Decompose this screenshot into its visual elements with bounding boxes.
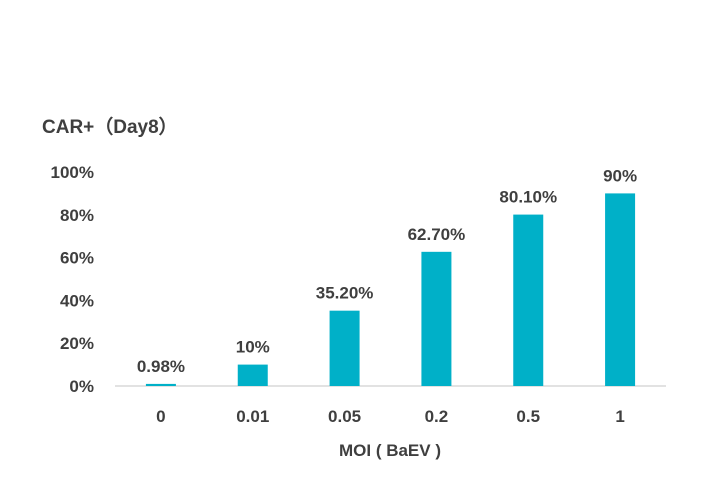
- bar: [145, 383, 176, 386]
- data-label: 80.10%: [499, 188, 557, 207]
- x-axis-label: MOI ( BaEV ): [339, 441, 441, 460]
- data-labels-group: 0.98% 10% 35.20% 62.70% 80.10% 90%: [137, 166, 637, 376]
- y-tick-label: 60%: [60, 249, 94, 268]
- y-tick-label: 20%: [60, 334, 94, 353]
- y-tick-label: 80%: [60, 206, 94, 225]
- bars-group: [145, 193, 636, 386]
- data-label: 10%: [236, 338, 270, 357]
- y-tick-label: 100%: [51, 163, 94, 182]
- x-tick-label: 0.5: [516, 407, 540, 426]
- chart-title: CAR+（Day8）: [42, 115, 178, 138]
- data-label: 90%: [603, 166, 637, 185]
- x-tick-label: 0.05: [328, 407, 361, 426]
- y-tick-label: 0%: [69, 377, 94, 396]
- data-label: 0.98%: [137, 357, 185, 376]
- y-tick-label: 40%: [60, 291, 94, 310]
- x-tick-label: 1: [615, 407, 624, 426]
- bar: [329, 310, 360, 386]
- x-tick-label: 0.2: [425, 407, 449, 426]
- x-axis-ticks: 0 0.01 0.05 0.2 0.5 1: [156, 407, 625, 426]
- bar: [605, 193, 636, 386]
- bar: [513, 214, 544, 386]
- data-label: 62.70%: [408, 225, 466, 244]
- y-axis-ticks: 0% 20% 40% 60% 80% 100%: [51, 163, 94, 396]
- bar: [237, 364, 268, 386]
- x-tick-label: 0: [156, 407, 165, 426]
- data-label: 35.20%: [316, 284, 374, 303]
- x-tick-label: 0.01: [236, 407, 269, 426]
- bar: [421, 251, 452, 386]
